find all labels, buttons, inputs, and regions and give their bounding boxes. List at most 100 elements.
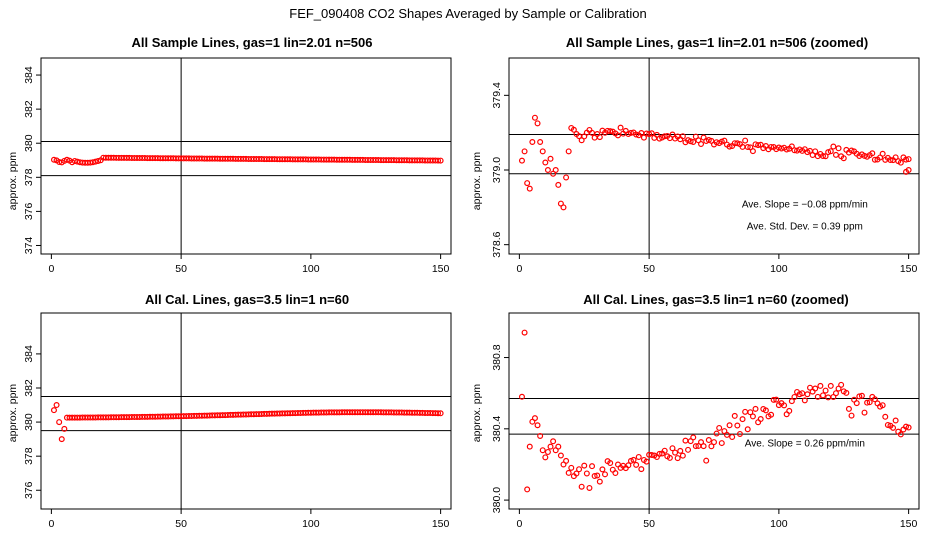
y-tick-label: 378 [23,447,35,465]
data-point [835,145,842,152]
data-point [832,390,839,397]
y-tick-label: 378 [23,168,35,186]
data-point [576,466,583,473]
data-point [788,398,795,405]
data-point [53,402,60,409]
y-tick-label: 379.4 [491,82,503,108]
data-point [656,450,663,457]
y-tick-label: 384 [23,345,35,363]
data-point [625,462,632,469]
data-point [687,138,694,145]
data-point [521,329,528,336]
x-tick-label: 0 [516,263,522,275]
data-point [661,133,668,140]
y-tick-label: 382 [23,100,35,118]
data-point [614,132,621,139]
data-point [607,128,614,135]
y-tick-label: 376 [23,481,35,499]
reference-lines [41,313,451,509]
x-tick-label: 100 [770,263,788,275]
data-point [713,430,720,437]
x-axis: 0 50 100 150 [48,254,450,275]
data-point [905,167,912,174]
chart-title: All Sample Lines, gas=1 lin=2.01 n=506 [132,35,373,50]
data-point [734,140,741,147]
data-point [578,483,585,490]
data-point [58,436,65,443]
data-point [882,413,889,420]
main-title: FEF_090408 CO2 Shapes Averaged by Sample… [289,6,647,21]
data-point [594,472,601,479]
y-tick-label: 382 [23,379,35,397]
data-point [607,460,614,467]
data-point [437,157,444,164]
y-tick-label: 380.4 [491,416,503,442]
data-point [832,151,839,158]
data-point [56,419,63,426]
data-point [814,393,821,400]
data-point [827,382,834,389]
x-tick-label: 50 [643,263,655,275]
data-point [589,463,596,470]
data-point [534,120,541,127]
data-point [560,204,567,211]
data-point [602,471,609,478]
data-point [539,447,546,454]
data-point [752,405,759,412]
y-tick-label: 374 [23,237,35,255]
data-point [739,416,746,423]
data-point [871,396,878,403]
data-point [731,412,738,419]
chart-sample-lines-zoomed: All Sample Lines, gas=1 lin=2.01 n=506 (… [471,35,920,275]
data-point [565,469,572,476]
y-tick-label: 384 [23,66,35,84]
data-point [666,454,673,461]
x-tick-label: 150 [900,518,918,530]
data-point [563,457,570,464]
data-point [92,158,99,165]
data-point [544,167,551,174]
x-tick-label: 150 [432,263,450,275]
data-point [711,439,718,446]
data-point [768,411,775,418]
data-point [61,425,68,432]
data-point [690,138,697,145]
y-tick-label: 379.0 [491,157,503,183]
x-axis: 0 50 100 150 [516,509,918,530]
data-point [736,430,743,437]
data-point [848,412,855,419]
x-tick-label: 50 [175,263,187,275]
data-point [521,148,528,155]
data-point [648,452,655,459]
data-point [843,389,850,396]
y-tick-label: 380 [23,413,35,431]
data-point [557,452,564,459]
annotation-text: Ave. Std. Dev. = 0.39 ppm [747,222,863,233]
data-point [661,447,668,454]
data-point [838,381,845,388]
data-point [770,396,777,403]
y-tick-label: 376 [23,202,35,220]
data-point [568,464,575,471]
data-point [718,440,725,447]
data-point [716,424,723,431]
data-point [599,466,606,473]
data-point [744,144,751,151]
reference-lines [509,313,919,509]
data-point [529,138,536,145]
data-point [524,180,531,187]
y-axis: 378.6 379.0 379.4 [491,82,509,258]
annotations: Ave. Slope = −0.08 ppm/min Ave. Std. Dev.… [742,199,868,232]
data-point [692,443,699,450]
data-point [773,396,780,403]
data-point [884,421,891,428]
data-point [705,437,712,444]
data-point [573,470,580,477]
data-point [783,146,790,153]
data-point [747,409,754,416]
y-axis-label: approx. ppm [471,384,483,443]
data-point [734,422,741,429]
data-point [95,157,102,164]
data-point [646,131,653,138]
data-point [518,157,525,164]
